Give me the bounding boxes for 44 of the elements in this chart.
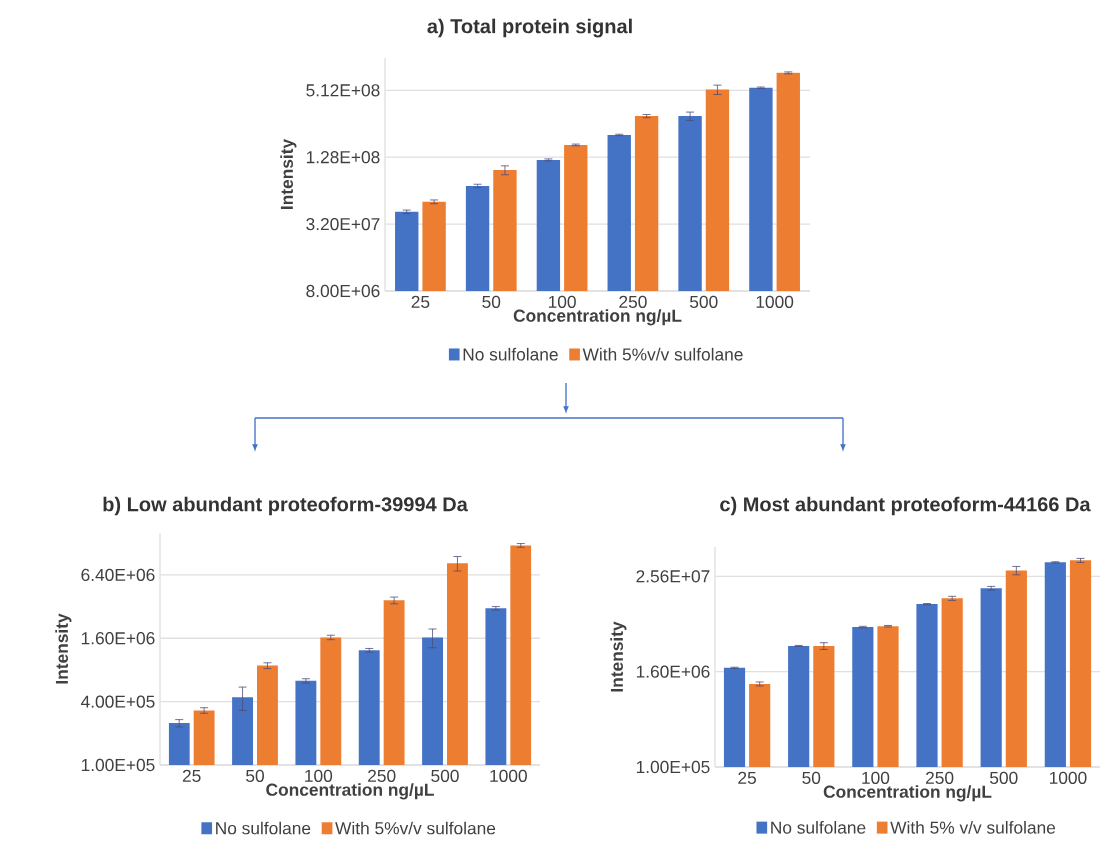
y-tick-label: 2.56E+07 (636, 570, 710, 583)
y-tick-label: 5.12E+08 (306, 84, 380, 97)
chart-title: c) Most abundant proteoform-44166 Da (720, 496, 1091, 516)
x-tick-label: 500 (989, 771, 1018, 784)
legend-label: With 5%v/v sulfolane (582, 347, 743, 361)
x-tick-label: 50 (246, 769, 264, 782)
y-tick-label: 3.20E+07 (306, 217, 380, 231)
y-tick-label: 4.00E+05 (80, 695, 155, 708)
x-tick-label: 1000 (756, 295, 794, 308)
x-tick-label: 25 (411, 295, 430, 308)
y-axis-title: Intensity (280, 138, 297, 209)
legend-label: No sulfolane (216, 821, 311, 835)
y-axis-title: Intensity (55, 613, 72, 684)
x-tick-label: 25 (182, 769, 201, 782)
y-tick-label: 1.00E+05 (81, 758, 155, 772)
y-tick-label: 6.40E+06 (81, 568, 155, 582)
y-tick-label: 1.00E+05 (636, 760, 710, 774)
y-tick-label: 1.60E+06 (636, 665, 710, 678)
x-tick-label: 1000 (490, 769, 527, 782)
x-tick-label: 50 (482, 295, 501, 308)
x-tick-label: 250 (368, 769, 396, 782)
x-tick-label: 50 (802, 771, 821, 784)
x-tick-label: 1000 (1049, 771, 1087, 784)
x-axis-title: Concentration ng/µL (266, 783, 434, 800)
x-tick-label: 100 (862, 771, 890, 784)
x-tick-label: 100 (548, 295, 576, 308)
x-axis-title: Concentration ng/µL (513, 309, 682, 326)
x-axis-title: Concentration ng/µL (823, 785, 992, 802)
x-tick-label: 250 (926, 771, 954, 784)
y-tick-label: 8.00E+06 (306, 284, 380, 298)
x-tick-label: 25 (738, 771, 756, 784)
y-axis-title: Intensity (610, 621, 627, 692)
legend-label: With 5% v/v sulfolane (890, 821, 1056, 834)
legend-label: With 5%v/v sulfolane (335, 821, 496, 835)
y-tick-label: 1.60E+06 (81, 632, 155, 645)
x-tick-label: 250 (619, 295, 647, 308)
legend-label: No sulfolane (463, 347, 558, 361)
chart-title: b) Low abundant proteoform-39994 Da (103, 496, 468, 516)
y-tick-label: 1.28E+08 (306, 151, 380, 164)
chart-title: a) Total protein signal (427, 18, 632, 38)
legend-label: No sulfolane (771, 821, 866, 834)
x-tick-label: 100 (305, 769, 333, 782)
x-tick-label: 500 (431, 769, 459, 782)
x-tick-label: 500 (689, 295, 718, 308)
